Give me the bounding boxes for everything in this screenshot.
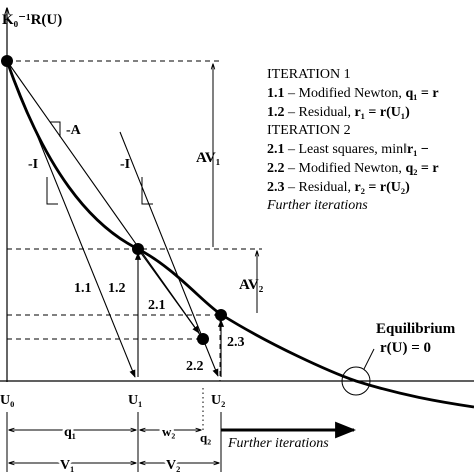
- dimension-ticks: [6, 412, 222, 472]
- point-iter-1: [132, 243, 144, 255]
- label-step-2-3: 2.3: [227, 335, 245, 350]
- arrow-step-2-2: [202, 338, 219, 377]
- legend-line-6: 2.2 – Modified Newton, q₂ = r: [267, 161, 439, 176]
- label-q1: q₁: [64, 425, 76, 440]
- label-w2: w₂: [162, 424, 175, 439]
- equilibrium-marker: [341, 366, 371, 396]
- arrow-step-2-1: [137, 248, 200, 334]
- equilibrium-title: Equilibrium: [376, 321, 456, 337]
- label-neg-i-1: -I: [28, 157, 38, 172]
- tick-u2: U₂: [211, 393, 225, 408]
- horizontal-guides: [7, 60, 262, 340]
- tick-u1: U₁: [128, 393, 142, 408]
- label-v1: V₁: [60, 458, 74, 473]
- label-neg-i-2: -I: [120, 157, 130, 172]
- further-iterations-label: Further iterations: [227, 436, 329, 451]
- label-av1: AV₁: [196, 150, 220, 166]
- legend-line-4: ITERATION 2: [267, 123, 351, 138]
- legend-line-7: 2.3 – Residual, r₂ = r(U₂): [267, 180, 410, 195]
- point-iter-2-predictor: [197, 333, 209, 345]
- slope-triangle-neg-a: [50, 121, 61, 137]
- label-neg-a: -A: [66, 123, 82, 138]
- legend-line-2: 1.1 – Modified Newton, q₁ = r: [267, 86, 439, 101]
- point-start: [1, 55, 13, 67]
- legend-line-5: 2.1 – Least squares, min‖r₁ −: [267, 142, 429, 157]
- slope-triangle-neg-i-1: [46, 177, 58, 205]
- legend-line-3: 1.2 – Residual, r₁ = r(U₁): [267, 105, 410, 120]
- equilibrium-leader: [363, 348, 375, 370]
- y-axis-label: K₀⁻¹R(U): [2, 12, 62, 28]
- label-step-1-2: 1.2: [108, 281, 126, 296]
- legend: ITERATION 1 1.1 – Modified Newton, q₁ = …: [266, 67, 439, 213]
- label-av2: AV₂: [239, 277, 264, 293]
- point-iter-2: [215, 309, 227, 321]
- label-step-2-1: 2.1: [148, 298, 166, 313]
- label-step-2-2: 2.2: [186, 359, 204, 374]
- label-q2: q₂: [200, 430, 211, 445]
- equilibrium-condition: r(U) = 0: [380, 340, 431, 356]
- label-v2: V₂: [166, 458, 180, 473]
- arrow-step-1-1: [6, 60, 136, 378]
- legend-line-8: Further iterations: [266, 198, 368, 213]
- guide-neg-i-2: [119, 131, 204, 340]
- legend-line-1: ITERATION 1: [267, 67, 351, 82]
- label-step-1-1: 1.1: [74, 281, 92, 296]
- slope-triangle-neg-i-2: [141, 177, 153, 205]
- tick-u0: U₀: [0, 393, 14, 408]
